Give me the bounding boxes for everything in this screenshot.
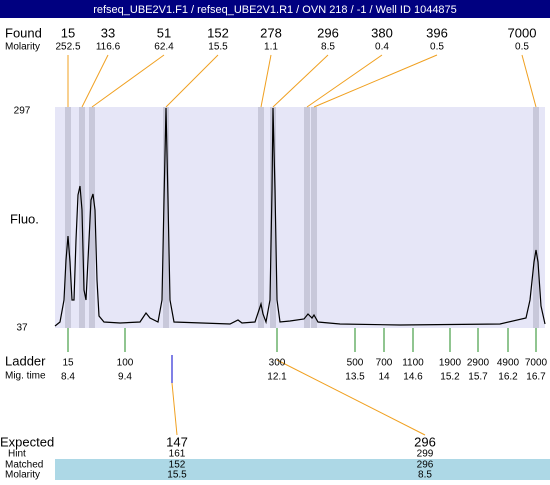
mig-time: 16.7 (526, 372, 546, 383)
found-size: 396 (426, 25, 448, 40)
found-label: Found (5, 25, 42, 40)
expected-size: 147 (166, 434, 188, 449)
peak-band (258, 107, 264, 328)
found-size: 152 (207, 25, 229, 40)
hint: 299 (417, 449, 434, 460)
ladder-size: 300 (269, 358, 286, 369)
mig-time: 15.7 (468, 372, 488, 383)
mig-time: 12.1 (267, 372, 287, 383)
found-size: 380 (371, 25, 393, 40)
matched-band (55, 459, 550, 480)
mig-time: 14.6 (403, 372, 423, 383)
matched: 152 (169, 460, 186, 471)
y-axis-label: Fluo. (10, 211, 39, 226)
mig-time: 16.2 (498, 372, 518, 383)
molarity-label: Molarity (5, 470, 40, 480)
peak-band (270, 107, 276, 328)
matched: 296 (417, 460, 434, 471)
found-size: 296 (317, 25, 339, 40)
mig-time-label: Mig. time (5, 371, 46, 382)
ladder-size: 1100 (402, 358, 424, 369)
found-size: 278 (260, 25, 282, 40)
ladder-size: 1900 (439, 358, 462, 369)
y-top-label: 297 (14, 106, 31, 117)
found-size: 7000 (508, 25, 537, 40)
mig-time: 13.5 (345, 372, 365, 383)
peak-band (304, 107, 310, 328)
ladder-size: 15 (62, 358, 74, 369)
peak-band (65, 107, 71, 328)
mig-time: 15.2 (440, 372, 460, 383)
molarity: 8.5 (418, 470, 432, 480)
title-bar (0, 0, 550, 18)
found-molarity: 0.4 (375, 42, 389, 53)
found-molarity: 8.5 (321, 42, 335, 53)
peak-band (533, 107, 539, 328)
expected-size: 296 (414, 434, 436, 449)
y-bottom-label: 37 (16, 323, 28, 334)
connector (276, 359, 426, 436)
peak-band (89, 107, 95, 328)
plot-area (55, 107, 545, 328)
ladder-size: 2900 (467, 358, 490, 369)
hint: 161 (169, 449, 186, 460)
found-molarity: 15.5 (208, 42, 228, 53)
peak-connector (165, 54, 219, 108)
peak-connector (91, 54, 165, 108)
ladder-size: 7000 (525, 358, 548, 369)
expected-label: Expected (0, 434, 54, 449)
ladder-size: 500 (347, 358, 364, 369)
peak-connector (260, 54, 272, 108)
molarity-label: Molarity (5, 42, 40, 53)
found-molarity: 252.5 (55, 42, 80, 53)
peak-connector (81, 54, 109, 108)
matched-label: Matched (5, 460, 43, 471)
molarity: 15.5 (167, 470, 187, 480)
mig-time: 8.4 (61, 372, 75, 383)
trace (54, 107, 546, 327)
peak-connector (313, 54, 438, 108)
ladder-label: Ladder (5, 353, 46, 368)
ladder-size: 4900 (497, 358, 520, 369)
found-molarity: 116.6 (96, 42, 121, 53)
found-molarity: 1.1 (264, 42, 278, 53)
ladder-size: 700 (376, 358, 393, 369)
found-molarity: 0.5 (515, 42, 529, 53)
found-size: 51 (157, 25, 171, 40)
peak-connector (306, 54, 383, 108)
found-molarity: 62.4 (154, 42, 174, 53)
peak-band (311, 107, 317, 328)
title: refseq_UBE2V1.F1 / refseq_UBE2V1.R1 / OV… (93, 4, 457, 16)
peak-connector (521, 54, 537, 108)
ladder-size: 100 (117, 358, 134, 369)
mig-time: 9.4 (118, 372, 132, 383)
mig-time: 14 (378, 372, 390, 383)
peak-band (163, 107, 169, 328)
connector (171, 382, 178, 436)
peak-connector (272, 54, 329, 108)
found-size: 15 (61, 25, 75, 40)
found-size: 33 (101, 25, 115, 40)
hint-label: Hint (8, 449, 26, 460)
found-molarity: 0.5 (430, 42, 444, 53)
